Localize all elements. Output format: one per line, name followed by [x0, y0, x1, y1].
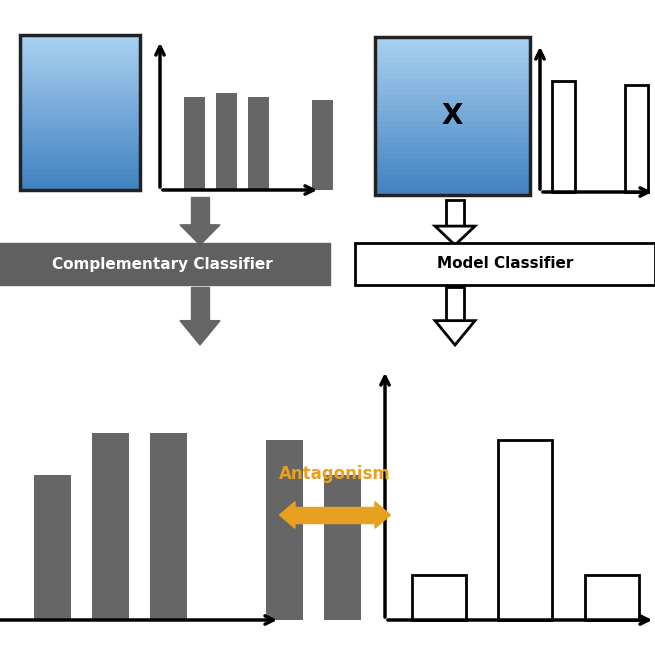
Bar [375, 190, 530, 195]
Bar [375, 169, 530, 174]
Bar [375, 132, 530, 137]
Bar [191, 287, 209, 321]
Bar [191, 197, 209, 225]
Text: X: X [442, 102, 463, 130]
Bar [375, 95, 530, 100]
Bar [375, 43, 530, 48]
Bar [20, 81, 140, 86]
Bar [375, 126, 530, 132]
Polygon shape [435, 321, 475, 345]
Bar [552, 81, 574, 192]
Bar [375, 142, 530, 147]
Bar [149, 432, 187, 620]
Bar [375, 90, 530, 95]
Bar [20, 185, 140, 190]
Polygon shape [435, 226, 475, 245]
Polygon shape [180, 321, 220, 345]
Bar [20, 50, 140, 56]
Bar [20, 133, 140, 138]
Bar [20, 159, 140, 164]
Polygon shape [375, 502, 390, 528]
Bar [20, 45, 140, 50]
Bar [375, 111, 530, 116]
Bar [355, 243, 655, 285]
Bar [375, 158, 530, 163]
Bar [20, 143, 140, 149]
Bar [625, 85, 648, 192]
Bar [20, 149, 140, 154]
Bar [20, 123, 140, 128]
Bar [20, 179, 140, 185]
Text: Complementary Classifier: Complementary Classifier [52, 257, 273, 272]
Bar [20, 86, 140, 92]
Bar [375, 153, 530, 158]
Text: Antagonism: Antagonism [279, 465, 391, 483]
Bar [375, 74, 530, 79]
Bar [248, 97, 269, 190]
Text: Model Classifier: Model Classifier [437, 257, 573, 272]
Bar [216, 92, 237, 190]
Bar [20, 138, 140, 143]
Bar [375, 37, 530, 43]
Bar [33, 475, 71, 620]
Bar [20, 154, 140, 159]
Bar [446, 287, 464, 321]
Bar [375, 174, 530, 179]
Bar [375, 121, 530, 126]
Bar [375, 64, 530, 69]
Bar [375, 37, 530, 195]
Bar [20, 35, 140, 190]
Bar [375, 116, 530, 121]
Bar [20, 56, 140, 61]
Bar [375, 79, 530, 84]
Bar [446, 200, 464, 226]
Bar [375, 185, 530, 190]
Polygon shape [280, 502, 295, 528]
Bar [375, 147, 530, 153]
Bar [375, 105, 530, 111]
Bar [585, 575, 639, 620]
Bar [375, 137, 530, 142]
Bar [375, 84, 530, 90]
Bar [375, 53, 530, 58]
Bar [20, 128, 140, 133]
Bar [20, 170, 140, 174]
Bar [375, 69, 530, 74]
Bar [92, 432, 129, 620]
Bar [265, 440, 303, 620]
Bar [375, 163, 530, 169]
Bar [20, 77, 140, 81]
Polygon shape [180, 225, 220, 245]
Bar [20, 97, 140, 102]
Bar [375, 48, 530, 53]
Bar [312, 100, 333, 190]
Bar [20, 40, 140, 45]
Bar [498, 440, 552, 620]
Bar [375, 179, 530, 185]
Bar [0, 243, 330, 285]
Bar [20, 164, 140, 170]
Bar [412, 575, 466, 620]
Bar [20, 61, 140, 66]
Bar [20, 66, 140, 71]
Bar [20, 118, 140, 123]
Bar [20, 107, 140, 113]
Bar [184, 97, 205, 190]
Bar [295, 508, 375, 523]
Bar [20, 113, 140, 118]
Bar [20, 102, 140, 107]
Bar [324, 475, 361, 620]
Bar [20, 35, 140, 40]
Bar [20, 71, 140, 77]
Bar [20, 92, 140, 97]
Bar [375, 58, 530, 64]
Bar [20, 174, 140, 179]
Bar [375, 100, 530, 105]
